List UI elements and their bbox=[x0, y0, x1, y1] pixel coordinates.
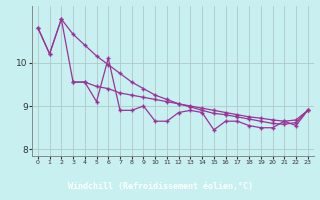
Text: Windchill (Refroidissement éolien,°C): Windchill (Refroidissement éolien,°C) bbox=[68, 182, 252, 192]
